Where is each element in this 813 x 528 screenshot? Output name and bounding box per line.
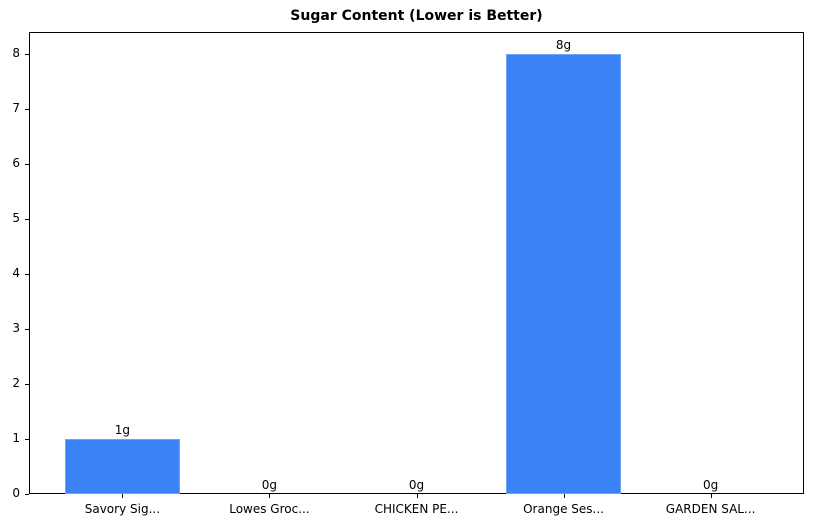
x-tick-mark (269, 494, 271, 498)
y-tick-mark (25, 219, 29, 220)
x-tick-label: Orange Ses... (523, 502, 604, 516)
bar-value-label: 0g (408, 478, 425, 492)
y-tick-mark (25, 164, 29, 165)
y-tick-mark (25, 274, 29, 275)
x-tick-label: Lowes Groc... (229, 502, 310, 516)
x-tick-label: Savory Sig... (84, 502, 161, 516)
bar (65, 439, 180, 494)
x-tick-mark (122, 494, 124, 498)
y-tick-mark (25, 384, 29, 385)
y-tick-label: 3 (12, 321, 20, 335)
x-tick-label: GARDEN SAL... (665, 502, 756, 516)
y-tick-label: 4 (12, 266, 20, 280)
bar-value-label: 0g (261, 478, 278, 492)
y-tick-label: 2 (12, 376, 20, 390)
y-tick-mark (25, 329, 29, 330)
bar-value-label: 1g (114, 423, 130, 437)
y-tick-label: 1 (12, 431, 20, 445)
bar (506, 54, 621, 494)
bar-value-label: 8g (555, 38, 572, 52)
x-tick-mark (563, 494, 565, 498)
y-tick-label: 6 (12, 156, 20, 170)
y-tick-mark (25, 109, 29, 110)
y-tick-mark (25, 494, 29, 495)
y-tick-label: 8 (12, 46, 20, 60)
y-tick-label: 0 (12, 486, 20, 500)
plot-area (29, 32, 804, 494)
y-tick-mark (25, 439, 29, 440)
x-tick-label: CHICKEN PE... (374, 502, 459, 516)
y-tick-label: 7 (12, 101, 20, 115)
chart-title: Sugar Content (Lower is Better) (290, 8, 543, 24)
y-tick-label: 5 (12, 211, 20, 225)
x-tick-mark (416, 494, 418, 498)
y-tick-mark (25, 54, 29, 55)
bar-value-label: 0g (702, 478, 719, 492)
x-tick-mark (710, 494, 712, 498)
